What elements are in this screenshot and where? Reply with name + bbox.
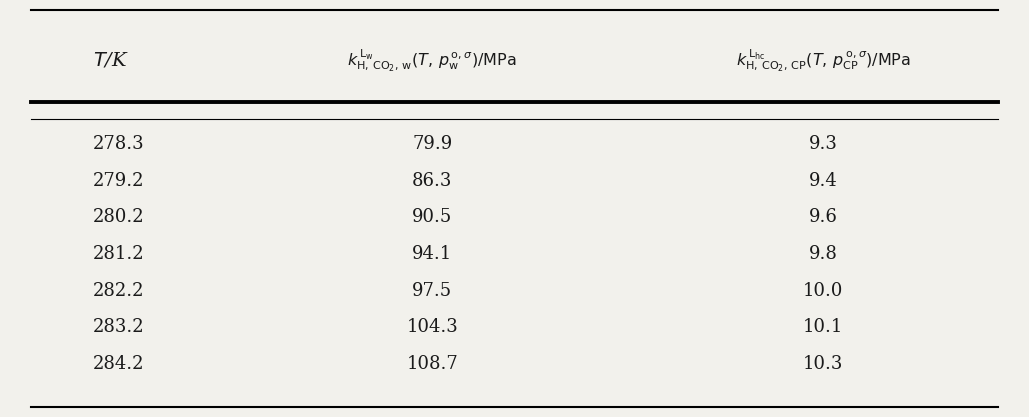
Text: 281.2: 281.2 [93, 245, 144, 263]
Text: 108.7: 108.7 [406, 355, 458, 373]
Text: 79.9: 79.9 [412, 135, 453, 153]
Text: 278.3: 278.3 [93, 135, 144, 153]
Text: 10.1: 10.1 [803, 318, 844, 337]
Text: 104.3: 104.3 [406, 318, 458, 337]
Text: 284.2: 284.2 [93, 355, 144, 373]
Text: $k^{\,\mathrm{L_w}}_{\mathrm{H,\,CO_2,\,w}}(T,\,p^{\,\mathrm{o},\sigma}_{\mathrm: $k^{\,\mathrm{L_w}}_{\mathrm{H,\,CO_2,\,… [348, 47, 517, 74]
Text: 94.1: 94.1 [412, 245, 453, 263]
Text: $k^{\,\mathrm{L_{hc}}}_{\mathrm{H,\,CO_2,\,CP}}(T,\,p^{\,\mathrm{o},\sigma}_{\ma: $k^{\,\mathrm{L_{hc}}}_{\mathrm{H,\,CO_2… [736, 47, 911, 74]
Text: 9.3: 9.3 [809, 135, 838, 153]
Text: 9.8: 9.8 [809, 245, 838, 263]
Text: 97.5: 97.5 [413, 281, 452, 300]
Text: 9.6: 9.6 [809, 208, 838, 226]
Text: 283.2: 283.2 [93, 318, 144, 337]
Text: $T$/K: $T$/K [93, 51, 129, 70]
Text: 282.2: 282.2 [93, 281, 144, 300]
Text: 9.4: 9.4 [809, 171, 838, 190]
Text: 10.3: 10.3 [803, 355, 844, 373]
Text: 90.5: 90.5 [412, 208, 453, 226]
Text: 280.2: 280.2 [93, 208, 144, 226]
Text: 86.3: 86.3 [412, 171, 453, 190]
Text: 10.0: 10.0 [803, 281, 844, 300]
Text: 279.2: 279.2 [93, 171, 144, 190]
